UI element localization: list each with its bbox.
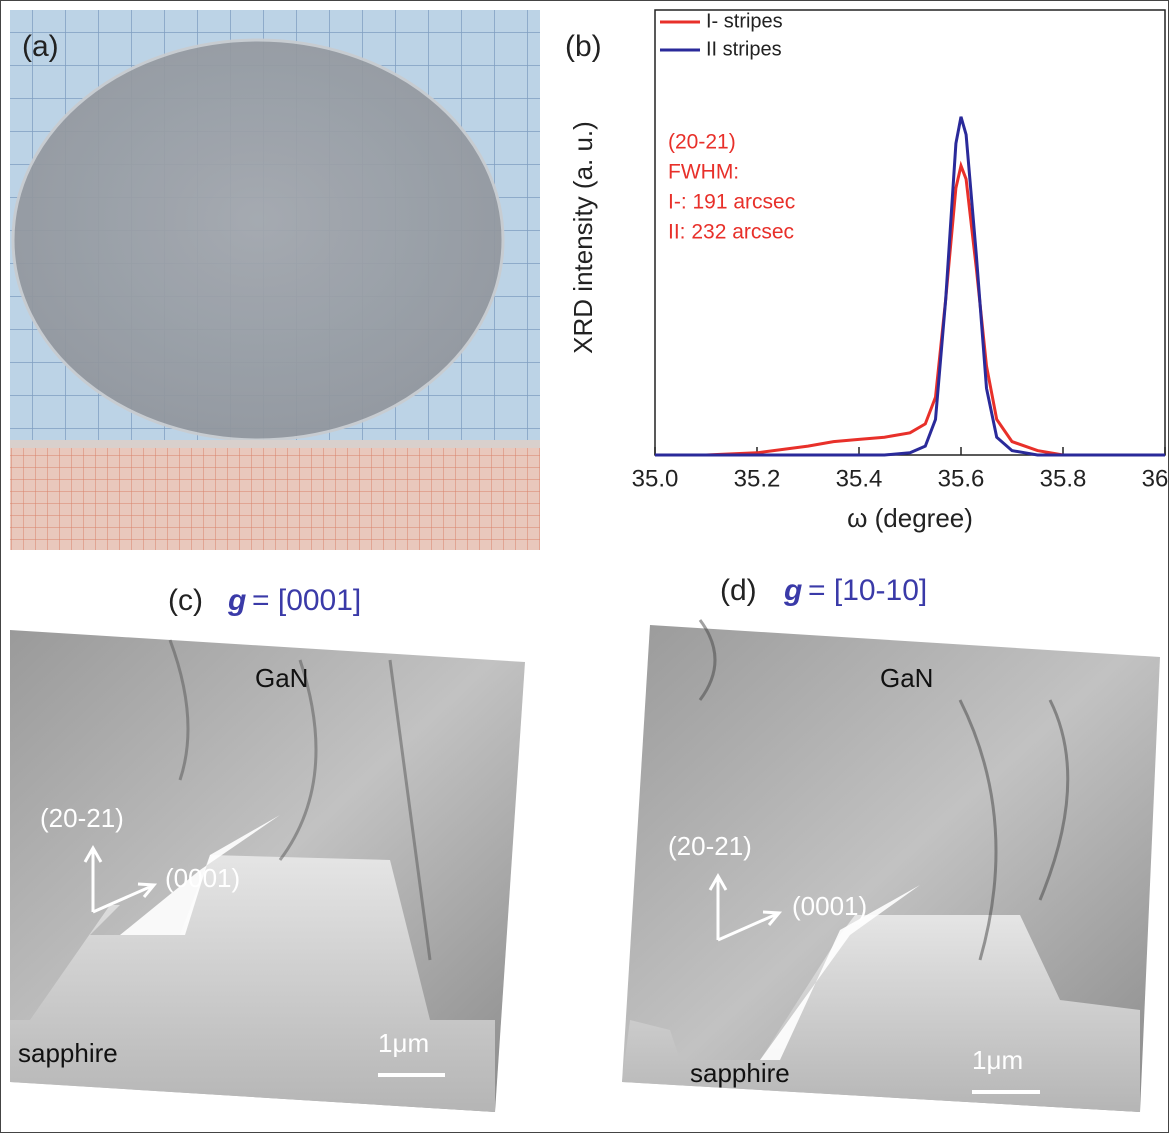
x-tick-label: 35.6 bbox=[938, 465, 985, 492]
x-tick-label: 35.4 bbox=[836, 465, 883, 492]
zone: = [0001] bbox=[252, 584, 361, 617]
legend-label: I- stripes bbox=[706, 10, 783, 32]
zone: = [10-10] bbox=[808, 574, 927, 607]
direction-label: (20-21) bbox=[668, 831, 752, 861]
axes-arrows bbox=[708, 872, 783, 942]
xrd-chart bbox=[654, 9, 1166, 456]
material-label: sapphire bbox=[18, 1038, 118, 1068]
x-tick-label: 35.2 bbox=[734, 465, 781, 492]
g-vector: g bbox=[227, 584, 246, 617]
tem-image bbox=[10, 630, 525, 1112]
axes-arrows bbox=[83, 844, 158, 914]
material-label: GaN bbox=[880, 663, 933, 693]
direction-label: (0001) bbox=[792, 891, 867, 921]
wafer-photo bbox=[10, 10, 540, 550]
tem-image bbox=[622, 619, 1160, 1112]
direction-label: (20-21) bbox=[40, 803, 124, 833]
x-tick-label: 35.8 bbox=[1040, 465, 1087, 492]
plot-frame bbox=[654, 9, 1166, 456]
material-label: sapphire bbox=[690, 1058, 790, 1088]
scale-bar-label: 1μm bbox=[378, 1028, 429, 1058]
x-tick-label: 36.0 bbox=[1142, 465, 1169, 492]
panel-label: (a) bbox=[22, 30, 59, 63]
annotation: I-: 191 arcsec bbox=[668, 191, 795, 214]
annotation: (20-21) bbox=[668, 131, 736, 154]
x-axis-label: ω (degree) bbox=[847, 503, 973, 533]
panel-label: (d) bbox=[720, 574, 757, 607]
series-line bbox=[655, 116, 1165, 457]
panel-label: (c) bbox=[168, 584, 203, 617]
legend-label: II stripes bbox=[706, 38, 782, 60]
annotation: FWHM: bbox=[668, 161, 739, 184]
direction-label: (0001) bbox=[165, 863, 240, 893]
scale-bar-label: 1μm bbox=[972, 1045, 1023, 1075]
material-label: GaN bbox=[255, 663, 308, 693]
g-vector: g bbox=[783, 574, 802, 607]
panel-label: (b) bbox=[565, 30, 602, 63]
x-tick-label: 35.0 bbox=[632, 465, 679, 492]
annotation: II: 232 arcsec bbox=[668, 221, 794, 244]
y-axis-label: XRD intensity (a. u.) bbox=[568, 121, 598, 354]
